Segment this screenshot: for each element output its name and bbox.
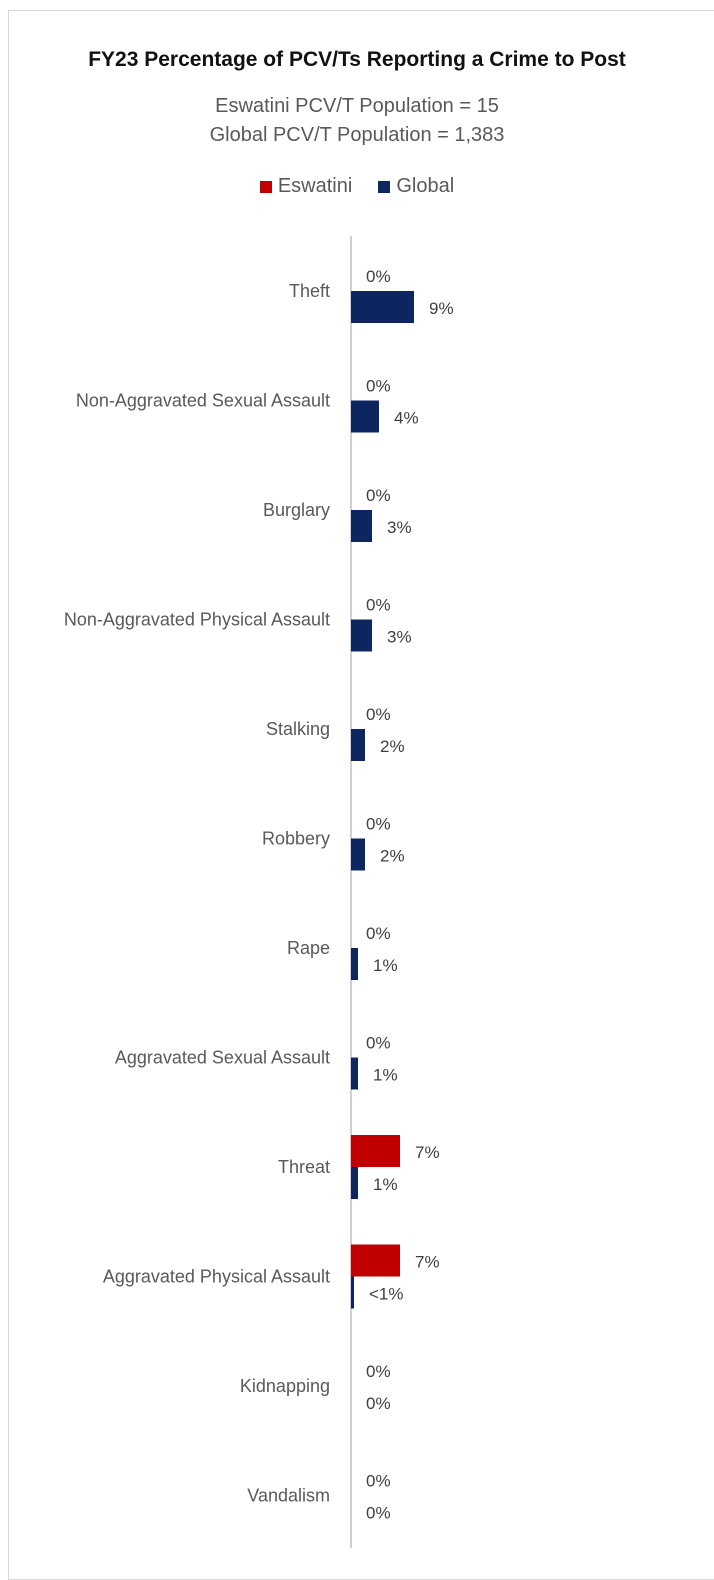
data-label-global-robbery: 2% xyxy=(380,847,405,866)
legend-label-global: Global xyxy=(396,175,455,197)
data-label-eswatini-threat: 7% xyxy=(415,1143,440,1162)
chart-subtitle-global: Global PCV/T Population = 1,383 xyxy=(209,124,505,146)
chart-legend: Eswatini Global xyxy=(0,175,714,198)
chart-subtitle-eswatini: Eswatini PCV/T Population = 15 xyxy=(215,95,499,117)
bar-global-robbery xyxy=(351,838,365,871)
bar-global-theft xyxy=(351,291,414,323)
data-label-global-aggravated-physical-assault: <1% xyxy=(369,1285,404,1304)
category-label-kidnapping: Kidnapping xyxy=(240,1376,330,1396)
bar-global-threat xyxy=(351,1167,358,1199)
data-label-eswatini-robbery: 0% xyxy=(366,815,391,834)
bar-global-non-aggravated-physical-assault xyxy=(351,619,372,652)
category-label-aggravated-physical-assault: Aggravated Physical Assault xyxy=(103,1267,330,1287)
data-label-global-aggravated-sexual-assault: 1% xyxy=(373,1066,398,1085)
bar-eswatini-threat xyxy=(351,1135,400,1167)
category-label-theft: Theft xyxy=(289,281,330,301)
data-label-eswatini-stalking: 0% xyxy=(366,705,391,724)
data-label-global-vandalism: 0% xyxy=(366,1504,391,1523)
category-label-threat: Threat xyxy=(278,1157,330,1177)
legend-swatch-eswatini xyxy=(259,180,272,193)
bar-global-aggravated-physical-assault xyxy=(351,1276,354,1309)
category-label-stalking: Stalking xyxy=(266,719,330,739)
data-label-global-threat: 1% xyxy=(373,1175,398,1194)
legend-swatch-global xyxy=(378,180,391,193)
data-label-eswatini-burglary: 0% xyxy=(366,486,391,505)
data-label-global-burglary: 3% xyxy=(387,518,412,537)
legend-label-eswatini: Eswatini xyxy=(277,175,353,197)
data-label-eswatini-kidnapping: 0% xyxy=(366,1362,391,1381)
data-label-global-non-aggravated-sexual-assault: 4% xyxy=(394,409,419,428)
data-label-eswatini-rape: 0% xyxy=(366,924,391,943)
chart-title: FY23 Percentage of PCV/Ts Reporting a Cr… xyxy=(88,48,626,71)
bar-global-burglary xyxy=(351,510,372,542)
data-label-global-non-aggravated-physical-assault: 3% xyxy=(387,628,412,647)
category-label-non-aggravated-sexual-assault: Non-Aggravated Sexual Assault xyxy=(76,391,330,411)
data-label-eswatini-aggravated-sexual-assault: 0% xyxy=(366,1034,391,1053)
data-label-eswatini-aggravated-physical-assault: 7% xyxy=(415,1253,440,1272)
data-label-global-kidnapping: 0% xyxy=(366,1394,391,1413)
data-label-global-stalking: 2% xyxy=(380,737,405,756)
data-label-global-rape: 1% xyxy=(373,956,398,975)
category-label-rape: Rape xyxy=(287,938,330,958)
bar-global-rape xyxy=(351,948,358,980)
bar-global-non-aggravated-sexual-assault xyxy=(351,400,379,433)
category-label-aggravated-sexual-assault: Aggravated Sexual Assault xyxy=(115,1048,330,1068)
data-label-eswatini-theft: 0% xyxy=(366,267,391,286)
data-label-eswatini-non-aggravated-physical-assault: 0% xyxy=(366,596,391,615)
category-label-vandalism: Vandalism xyxy=(247,1486,330,1506)
category-label-robbery: Robbery xyxy=(262,829,330,849)
bar-eswatini-aggravated-physical-assault xyxy=(351,1244,400,1277)
category-label-non-aggravated-physical-assault: Non-Aggravated Physical Assault xyxy=(64,610,330,630)
data-label-eswatini-non-aggravated-sexual-assault: 0% xyxy=(366,377,391,396)
legend-item-eswatini: Eswatini xyxy=(259,175,353,198)
category-label-burglary: Burglary xyxy=(263,500,330,520)
bar-global-stalking xyxy=(351,729,365,761)
data-label-global-theft: 9% xyxy=(429,299,454,318)
legend-item-global: Global xyxy=(378,175,454,198)
data-label-eswatini-vandalism: 0% xyxy=(366,1472,391,1491)
bar-global-aggravated-sexual-assault xyxy=(351,1057,358,1090)
